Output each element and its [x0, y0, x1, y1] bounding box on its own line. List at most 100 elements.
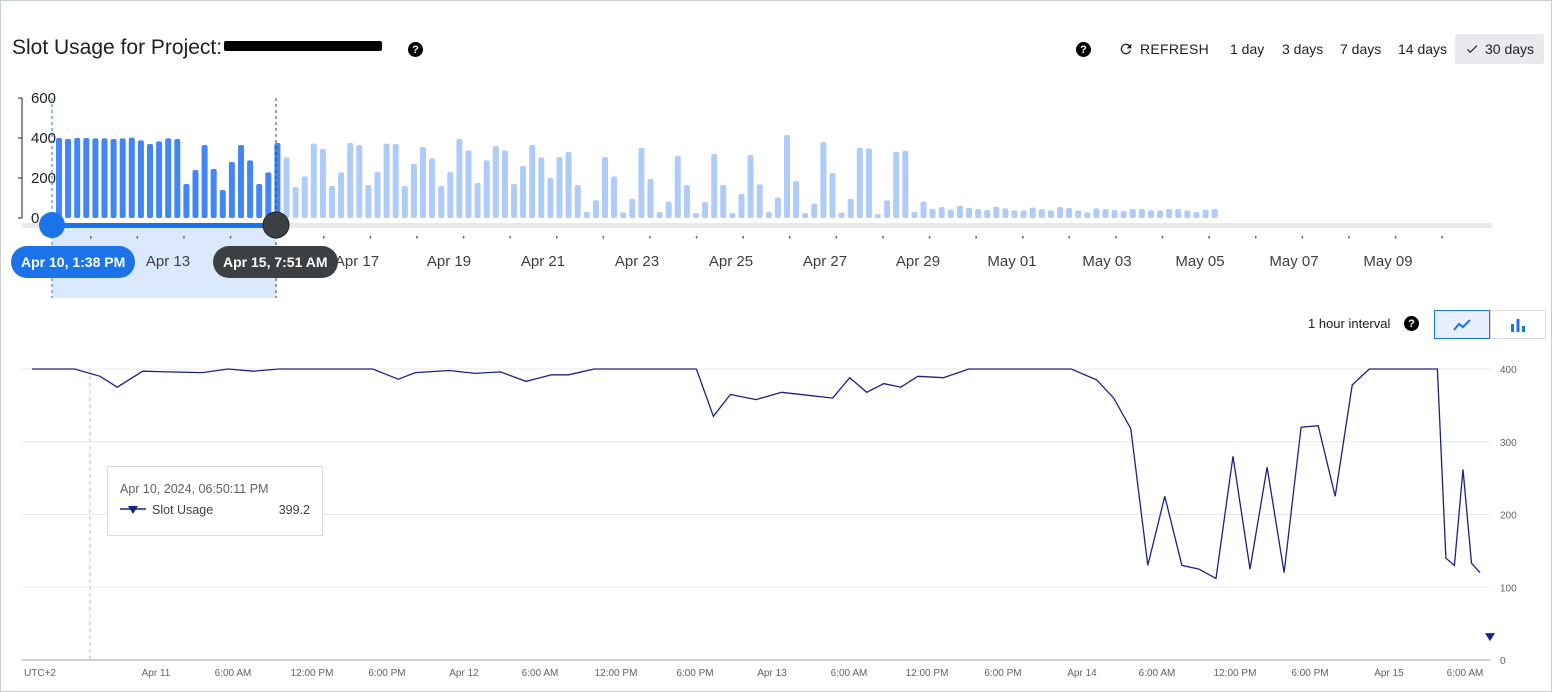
overview-bar [1084, 212, 1091, 218]
overview-minor-tick [695, 236, 698, 239]
overview-bar [1202, 209, 1209, 218]
overview-bar [647, 179, 654, 218]
overview-minor-tick [1348, 236, 1350, 239]
overview-y-label: 600 [31, 90, 56, 107]
overview-bar [438, 186, 445, 218]
detail-y-label: 100 [1500, 583, 1517, 594]
line-chart-icon [1453, 318, 1471, 331]
overview-bar [665, 201, 672, 218]
overview-bar [1148, 210, 1154, 218]
overview-bar [137, 140, 144, 218]
overview-bar [238, 145, 244, 218]
overview-minor-tick [369, 236, 372, 239]
overview-bar [938, 207, 945, 218]
overview-bar [538, 157, 545, 218]
overview-bar [1120, 211, 1127, 218]
overview-bar [893, 152, 900, 218]
overview-x-label: Apr 29 [896, 253, 940, 270]
range-3-days[interactable]: 3 days [1282, 41, 1324, 57]
overview-minor-tick [1161, 236, 1164, 239]
title-help-icon[interactable]: ? [408, 42, 423, 57]
overview-bar [1111, 210, 1118, 218]
selection-end-handle [262, 211, 290, 239]
detail-y-label: 300 [1500, 438, 1517, 449]
range-30-days[interactable]: 30 days [1455, 34, 1545, 64]
detail-x-label: 6:00 PM [1291, 668, 1328, 679]
refresh-label: REFRESH [1140, 41, 1209, 57]
overview-bar [410, 164, 417, 218]
overview-bar [338, 172, 345, 218]
overview-minor-tick [183, 236, 185, 239]
range-14-days[interactable]: 14 days [1398, 41, 1448, 57]
overview-bar [110, 139, 117, 218]
range-7-days[interactable]: 7 days [1340, 41, 1382, 57]
overview-bar [1175, 209, 1182, 218]
overview-bar [683, 185, 690, 218]
overview-bar [984, 210, 991, 218]
overview-minor-tick [229, 236, 232, 239]
detail-x-label: 12:00 PM [906, 668, 949, 679]
overview-bar [474, 183, 481, 218]
detail-x-label: 6:00 PM [676, 668, 713, 679]
overview-bar [147, 144, 153, 218]
bar-chart-toggle[interactable] [1490, 310, 1546, 339]
overview-bar [301, 176, 308, 218]
overview-minor-tick [649, 236, 651, 239]
line-chart-toggle[interactable] [1434, 310, 1490, 339]
overview-bar [947, 209, 954, 218]
overview-bar [265, 172, 272, 218]
overview-bar [174, 139, 181, 218]
overview-bar [865, 148, 872, 218]
overview-bar [811, 203, 818, 218]
overview-bar [65, 139, 72, 218]
refresh-button[interactable]: REFRESH [1118, 34, 1209, 64]
overview-bar [902, 151, 909, 218]
overview-bar [574, 185, 581, 218]
overview-bar [347, 143, 354, 218]
overview-bar [92, 138, 99, 218]
toolbar-help-icon[interactable]: ? [1076, 42, 1091, 57]
overview-bar [210, 169, 217, 218]
detail-x-label: Apr 12 [449, 668, 479, 679]
overview-bar [128, 137, 135, 218]
overview-minor-tick [1255, 236, 1257, 239]
detail-chart[interactable]: 400 300 200 100 0 UTC+2 Apr 11 6:00 AM 12:00 PM 6… [0, 350, 1552, 680]
detail-x-label: Apr 13 [757, 668, 787, 679]
overview-bar [319, 149, 326, 218]
overview-bar [1184, 210, 1191, 218]
overview-minor-tick [1394, 236, 1397, 239]
overview-bar [365, 185, 372, 218]
overview-x-label: May 07 [1269, 253, 1318, 270]
overview-x-label: May 09 [1363, 253, 1412, 270]
overview-bar [556, 157, 563, 218]
overview-bar [747, 155, 754, 218]
overview-bar [1138, 209, 1145, 218]
overview-bar [929, 209, 936, 218]
overview-minor-tick [416, 236, 418, 239]
overview-bar [83, 138, 90, 218]
interval-help-icon[interactable]: ? [1404, 316, 1419, 331]
range-1-day[interactable]: 1 day [1230, 41, 1265, 57]
overview-minor-tick [509, 236, 511, 239]
overview-bar [592, 200, 599, 218]
overview-x-label: Apr 19 [427, 253, 471, 270]
overview-bar [101, 138, 108, 218]
overview-y-label: 400 [31, 130, 56, 147]
overview-minor-tick [835, 236, 838, 239]
overview-minor-tick [928, 236, 931, 239]
overview-bar [356, 145, 363, 218]
overview-bar [956, 205, 963, 218]
detail-x-label: 12:00 PM [1214, 668, 1257, 679]
overview-bar [1011, 210, 1018, 218]
slot-usage-line [32, 368, 1481, 580]
overview-minor-tick [136, 236, 139, 239]
overview-bar [183, 184, 190, 218]
overview-chart[interactable]: 600 400 200 0 Apr 13 Apr 17 Apr 19 Apr 21 Apr 23… [0, 90, 1552, 300]
overview-bar [702, 202, 709, 218]
overview-y-label: 0 [31, 210, 39, 227]
overview-x-label: Apr 23 [615, 253, 659, 270]
overview-bar [465, 150, 472, 218]
interval-label: 1 hour interval [1308, 316, 1391, 331]
overview-x-label: May 01 [987, 253, 1036, 270]
overview-bar [875, 214, 881, 218]
